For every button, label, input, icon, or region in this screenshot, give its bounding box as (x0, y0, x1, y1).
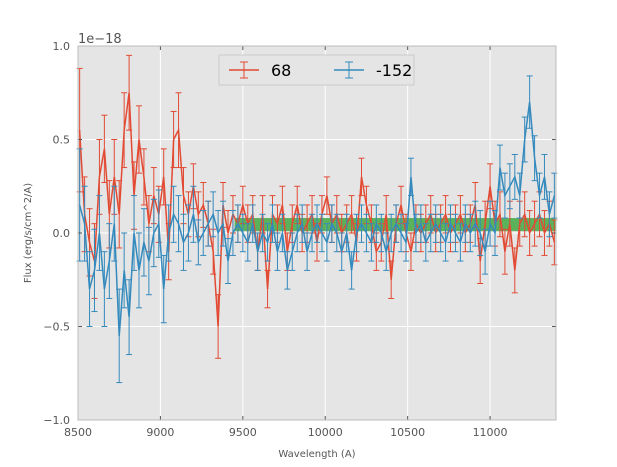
y-tick-label: 0.5 (53, 134, 71, 147)
legend: 68 -152 (218, 54, 415, 86)
legend-label: -152 (376, 61, 412, 80)
y-tick-label: −1.0 (43, 414, 70, 427)
x-tick-label: 10500 (390, 426, 425, 439)
y-tick-label: 1.0 (53, 40, 71, 53)
x-tick-label: 8500 (64, 426, 92, 439)
plot-frame (77, 45, 557, 421)
x-tick-label: 9000 (146, 426, 174, 439)
series-line (78, 102, 556, 336)
y-axis-label: Flux (erg/s/cm^2/A) (23, 183, 34, 283)
ticks: 8500 9000 9500 10000 10500 11000 −1.0 −0.5 0.0 0.… (43, 40, 556, 439)
y-tick-label: 0.0 (53, 227, 71, 240)
x-tick-label: 10000 (308, 426, 343, 439)
legend-frame (218, 54, 415, 86)
y-tick-label: −0.5 (43, 321, 70, 334)
legend-item-1: -152 (334, 61, 412, 80)
y-offset-label: 1e−18 (78, 32, 122, 47)
series-1 (76, 75, 558, 384)
legend-label: 68 (271, 61, 291, 80)
x-axis-label: Wavelength (A) (278, 449, 355, 460)
series-layer (76, 54, 558, 384)
x-tick-label: 9500 (229, 426, 257, 439)
legend-item-0: 68 (229, 61, 291, 80)
x-tick-label: 11000 (473, 426, 508, 439)
